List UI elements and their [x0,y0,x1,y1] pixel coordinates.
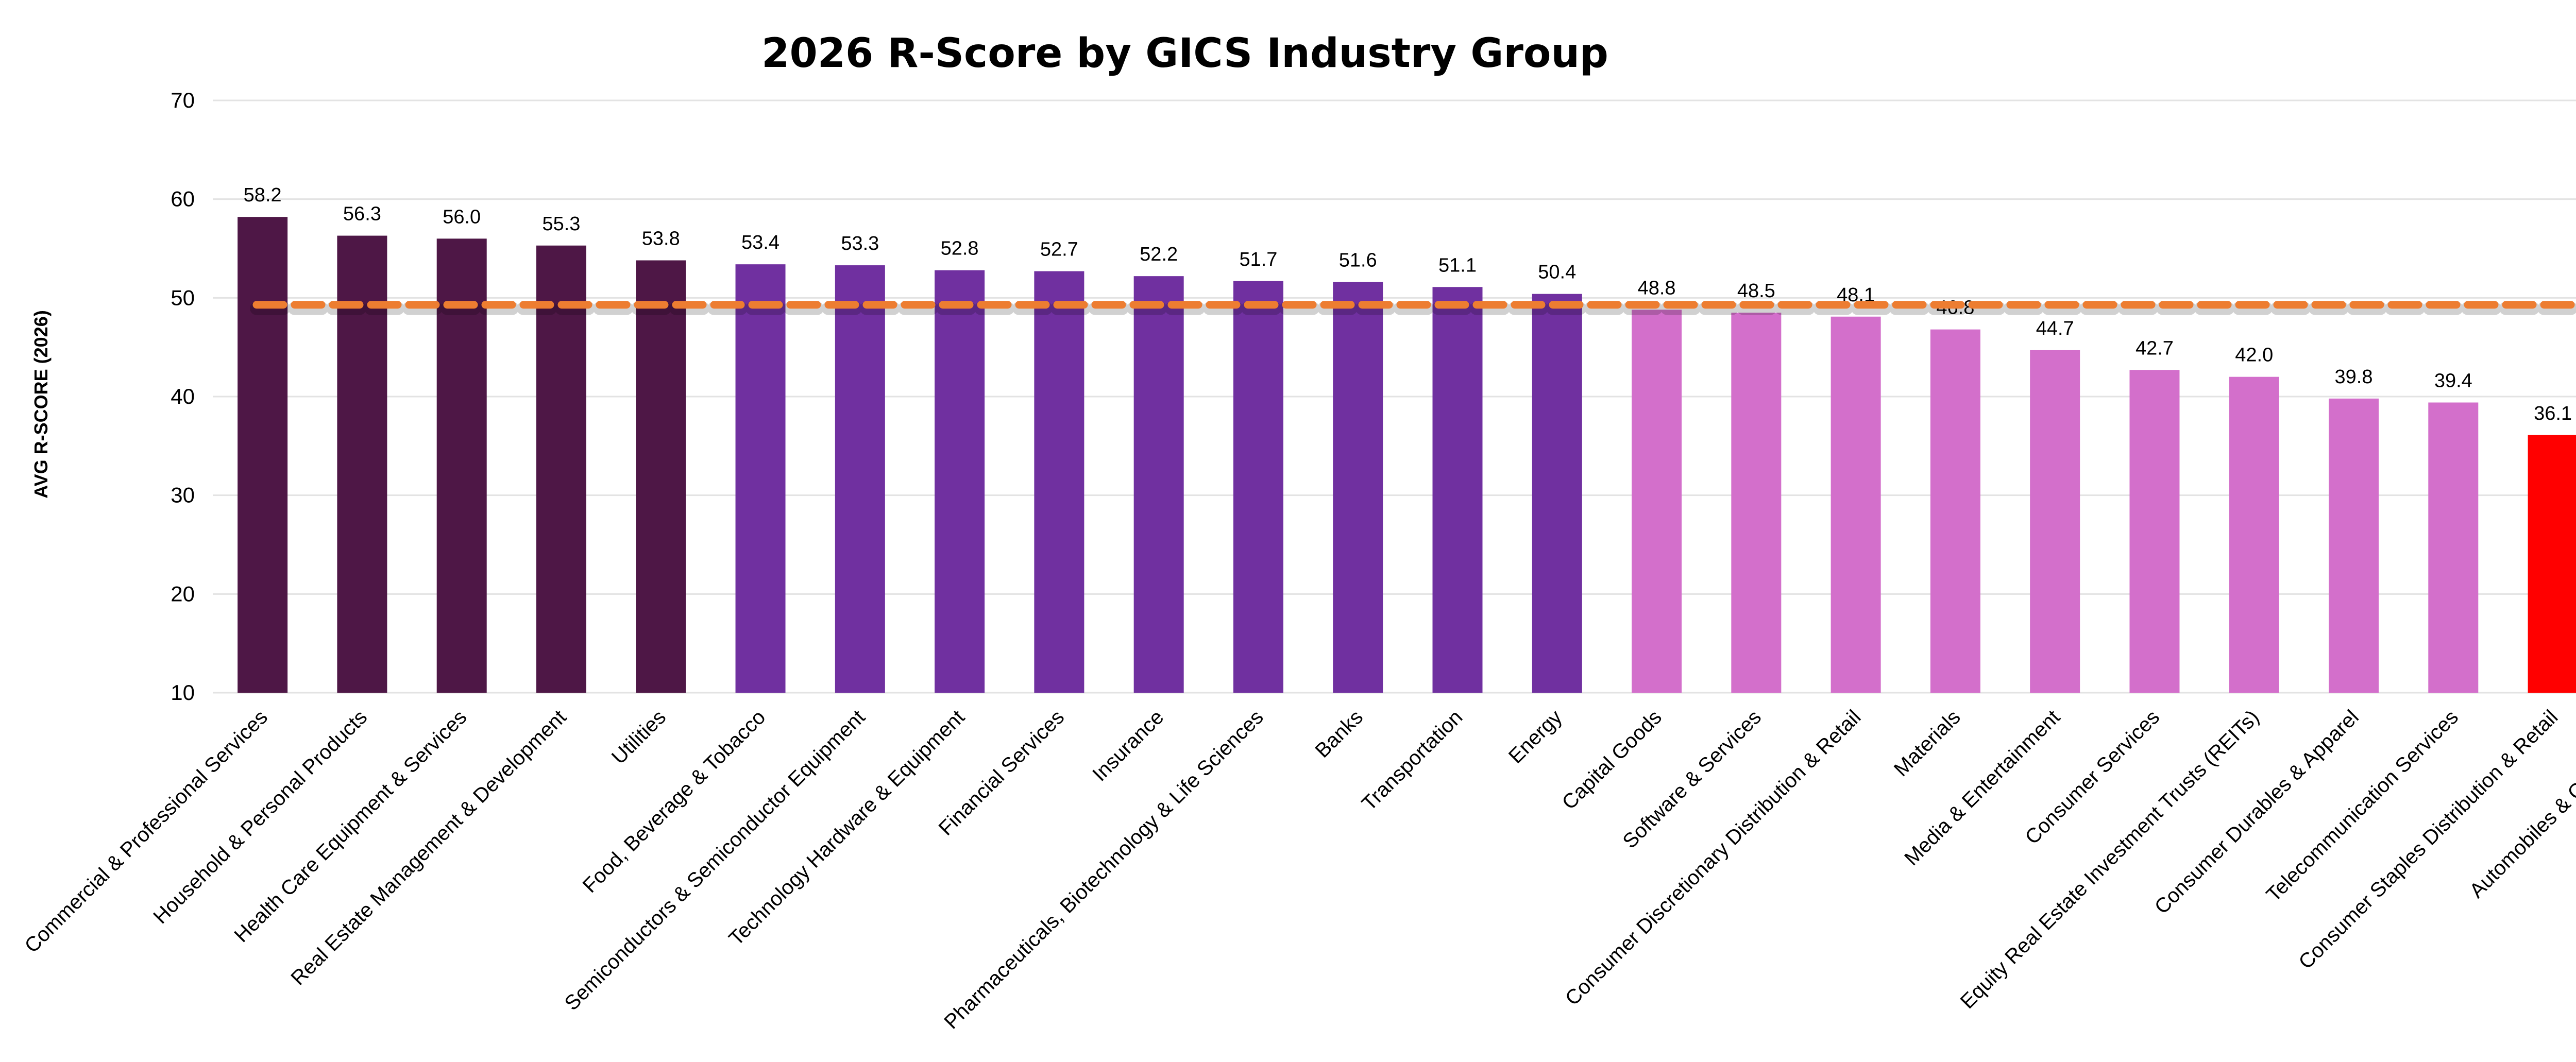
bar [1432,287,1483,693]
bar [935,270,985,693]
bar [436,238,487,693]
bar [1831,316,1881,693]
x-tick-label: Materials [1890,706,1965,781]
x-tick-label: Insurance [1088,706,1168,785]
y-tick-label: 70 [171,88,195,112]
y-axis-label: AVG R-SCORE (2026) [30,310,52,498]
bar [1133,276,1184,693]
bar-value-label: 42.0 [2235,345,2273,366]
bar [1532,294,1582,693]
bar [2229,376,2279,693]
bar-value-label: 56.3 [343,203,381,225]
x-tick-label: Household & Personal Products [149,706,371,928]
bar-value-label: 58.2 [244,184,282,206]
bar-value-label: 48.5 [1737,280,1775,302]
y-axis-ticks: 10 20 30 40 50 60 70 [171,88,195,705]
bar [835,265,885,693]
bar [337,235,387,693]
x-axis-ticks: Commercial & Professional ServicesHouseh… [20,706,2576,1033]
bar-value-label: 53.8 [642,228,680,250]
bar-value-label: 52.2 [1140,244,1178,265]
x-tick-label: Consumer Durables & Apparel [2150,706,2363,918]
y-tick-label: 10 [171,680,195,705]
bar-value-label: 50.4 [1538,262,1576,283]
x-tick-label: Banks [1311,706,1367,762]
bars [238,217,2576,693]
bar-value-label: 36.1 [2534,403,2572,424]
bar-value-label: 51.1 [1438,254,1477,276]
bar [2030,350,2080,693]
bar-value-label: 56.0 [443,206,481,228]
average-line-group: 49.3 [250,301,2576,315]
bar-value-label: 52.8 [941,238,979,260]
bar [2129,370,2180,693]
bar [1333,282,1383,693]
x-tick-label: Telecommunication Services [2262,706,2463,906]
x-tick-label: Transportation [1358,706,1467,815]
y-tick-label: 20 [171,581,195,606]
bar-value-label: 42.7 [2136,337,2174,359]
bar [1731,313,1782,693]
bar [2428,402,2479,693]
y-tick-label: 40 [171,384,195,408]
bar [1930,329,1980,693]
bar [536,245,586,693]
y-tick-label: 30 [171,483,195,507]
bar-value-label: 48.8 [1638,277,1676,299]
bar [735,264,786,693]
bar [1632,310,1682,693]
bar [238,217,288,693]
x-tick-label: Capital Goods [1558,706,1666,814]
bar-value-label: 53.3 [841,233,879,254]
x-tick-label: Utilities [607,706,670,768]
x-tick-label: Energy [1504,706,1567,768]
value-labels: 58.2 56.3 56.0 55.3 53.8 53.4 53.3 52.8 52.7 52.2… [244,184,2572,424]
y-tick-label: 60 [171,187,195,211]
bar-value-label: 44.7 [2036,318,2074,339]
bar-value-label: 52.7 [1040,239,1078,261]
bar-value-label: 51.6 [1339,250,1377,271]
x-tick-label: Food, Beverage & Tobacco [579,706,770,897]
bar-value-label: 39.8 [2335,366,2373,388]
bar [2329,398,2379,693]
y-tick-label: 50 [171,285,195,310]
bar-value-label: 53.4 [741,232,779,253]
bar-value-label: 51.7 [1239,249,1277,270]
bar [2528,435,2576,693]
bar [1034,271,1084,693]
bar-value-label: 55.3 [542,213,580,235]
bar [636,260,686,693]
chart-title: 2026 R-Score by GICS Industry Group [761,30,1608,77]
bar [1233,281,1283,693]
bar-value-label: 39.4 [2434,370,2472,392]
